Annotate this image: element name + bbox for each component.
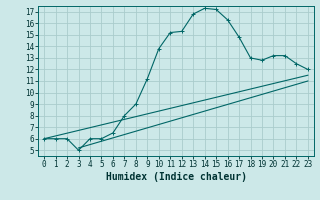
X-axis label: Humidex (Indice chaleur): Humidex (Indice chaleur): [106, 172, 246, 182]
